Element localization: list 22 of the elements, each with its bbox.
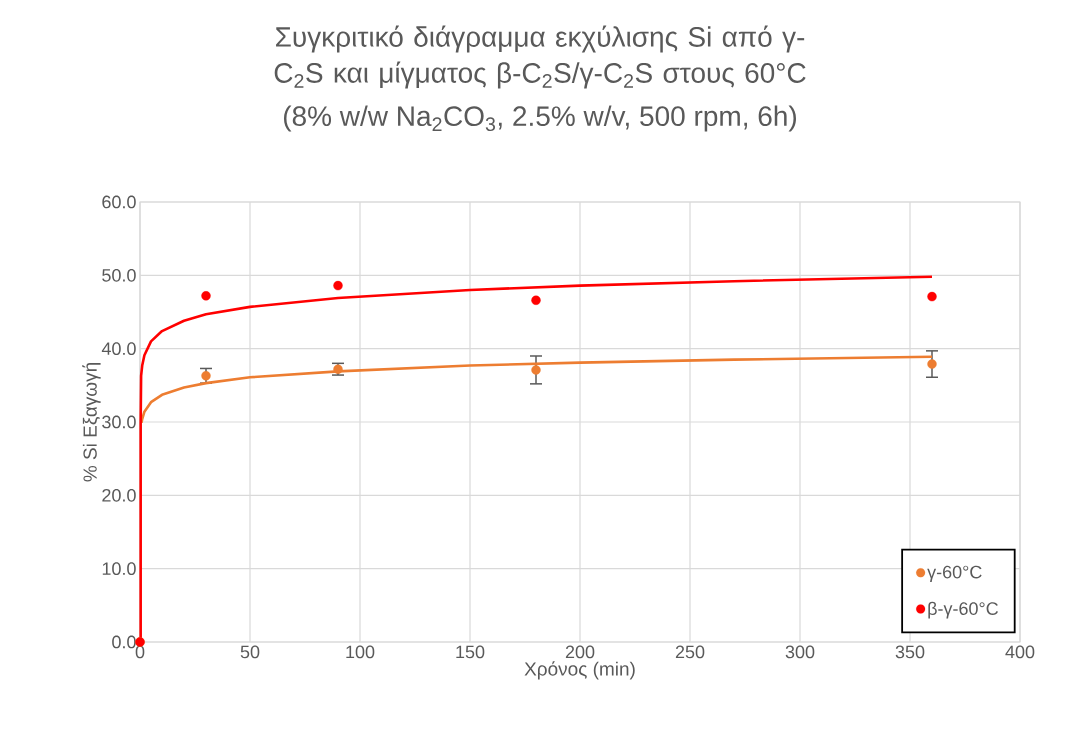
y-tick-label: 30.0 — [102, 415, 136, 429]
x-axis-title: Χρόνος (min) — [524, 661, 635, 680]
y-tick-label: 0.0 — [112, 635, 136, 649]
y-tick-label: 20.0 — [102, 488, 136, 502]
x-tick-label: 50 — [240, 645, 260, 659]
legend-label: β-γ-60°C — [928, 601, 998, 619]
x-tick-label: 250 — [675, 645, 705, 659]
x-tick-label: 200 — [565, 645, 595, 659]
chart-subtitle: (8% w/w Na$_{2}$CO$_{3}$, 2.5% w/v, 500 rpm, 6h) — [283, 105, 796, 132]
x-tick-label: 400 — [1005, 645, 1035, 659]
x-tick-label: 0 — [135, 645, 145, 659]
y-tick-label: 50.0 — [102, 268, 136, 282]
chart-title: Συγκριτικό διάγραμμα εκχύλισης Si από γ-C$_{2}$S και μίγματος β-C$_{2}$S/γ-C$_{2}$S στους 60°C — [274, 25, 806, 89]
y-axis-title: % Si Εξαγωγή — [82, 363, 101, 482]
x-tick-label: 300 — [785, 645, 815, 659]
y-tick-label: 40.0 — [101, 342, 136, 356]
x-tick-label: 350 — [895, 645, 925, 659]
legend-label: γ-60°C — [927, 565, 982, 582]
y-tick-label: 60.0 — [102, 195, 136, 209]
y-tick-label: 10.0 — [102, 562, 136, 576]
x-tick-label: 100 — [346, 645, 375, 659]
x-tick-label: 150 — [456, 645, 485, 659]
